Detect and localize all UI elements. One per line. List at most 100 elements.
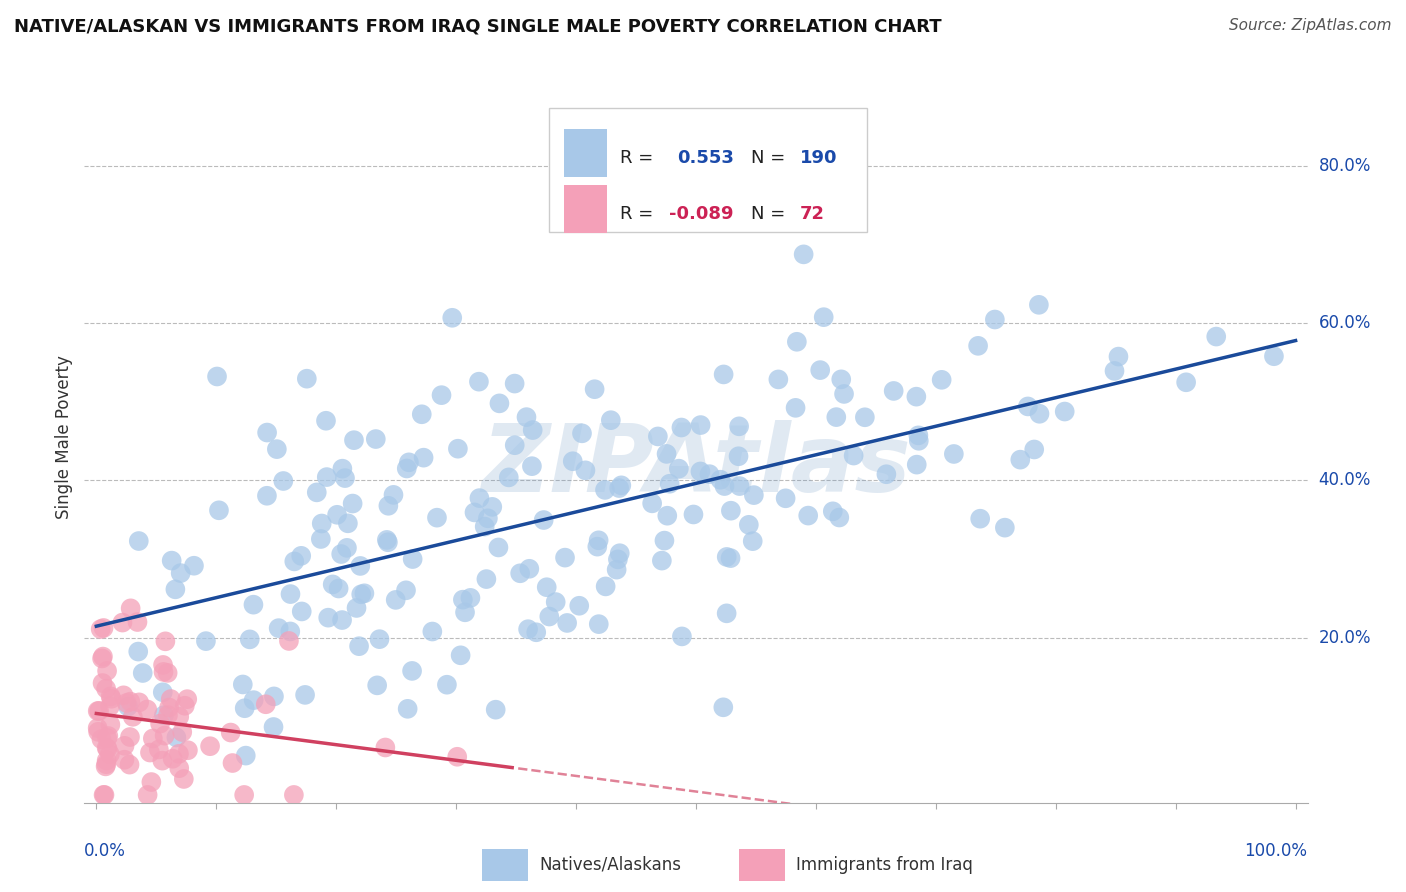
Point: [610, 478, 633, 492]
Point: [520, 459, 543, 474]
Point: [503, 376, 526, 391]
Point: [127, 644, 149, 658]
Point: [100, 691, 122, 706]
Point: [588, 533, 610, 548]
Point: [353, 586, 375, 600]
Text: 80.0%: 80.0%: [1319, 157, 1371, 175]
Point: [651, 553, 673, 567]
Point: [524, 625, 547, 640]
Point: [173, 698, 195, 713]
Point: [377, 499, 399, 513]
Point: [606, 552, 628, 566]
Point: [118, 730, 141, 744]
Point: [153, 708, 176, 723]
Point: [333, 471, 356, 485]
FancyBboxPatch shape: [564, 129, 606, 177]
Point: [98, 747, 121, 762]
Point: [111, 615, 134, 630]
Point: [593, 483, 616, 497]
Point: [169, 566, 191, 580]
Point: [984, 312, 1007, 326]
Point: [374, 740, 396, 755]
Point: [401, 664, 423, 678]
Point: [120, 601, 142, 615]
Point: [994, 521, 1017, 535]
Point: [155, 634, 177, 648]
Point: [713, 479, 735, 493]
Point: [561, 454, 583, 468]
Point: [738, 517, 761, 532]
Text: R =: R =: [620, 204, 654, 223]
Point: [883, 384, 905, 398]
Point: [412, 450, 434, 465]
Point: [583, 382, 606, 396]
Point: [93, 621, 115, 635]
Point: [426, 510, 449, 524]
Text: 100.0%: 100.0%: [1244, 842, 1308, 860]
Point: [709, 473, 731, 487]
Point: [821, 504, 844, 518]
Point: [167, 747, 190, 761]
Point: [278, 634, 301, 648]
Text: 0.553: 0.553: [678, 149, 734, 167]
Point: [574, 463, 596, 477]
Point: [384, 593, 406, 607]
Point: [183, 558, 205, 573]
Point: [517, 622, 540, 636]
Point: [555, 615, 578, 630]
Text: 72: 72: [800, 204, 825, 223]
Point: [97, 729, 120, 743]
Point: [931, 373, 953, 387]
Point: [832, 387, 855, 401]
Point: [290, 549, 312, 563]
Point: [720, 504, 742, 518]
Point: [522, 423, 544, 437]
Text: N =: N =: [751, 204, 786, 223]
Point: [671, 420, 693, 434]
Point: [294, 688, 316, 702]
Point: [488, 541, 510, 555]
Point: [98, 699, 121, 714]
Point: [311, 516, 333, 531]
Point: [658, 476, 681, 491]
Point: [382, 488, 405, 502]
Point: [87, 724, 110, 739]
Point: [396, 702, 419, 716]
Point: [657, 508, 679, 523]
Point: [689, 465, 711, 479]
Point: [100, 690, 122, 704]
Point: [266, 442, 288, 457]
Point: [907, 428, 929, 442]
Point: [136, 702, 159, 716]
Point: [219, 725, 242, 739]
Point: [156, 665, 179, 680]
Point: [242, 693, 264, 707]
Point: [141, 775, 163, 789]
Point: [114, 739, 136, 753]
Point: [172, 725, 194, 739]
Point: [468, 375, 491, 389]
Point: [1024, 442, 1046, 457]
Point: [97, 741, 120, 756]
Point: [205, 369, 228, 384]
Point: [152, 657, 174, 672]
Point: [273, 474, 295, 488]
FancyBboxPatch shape: [564, 186, 606, 233]
Point: [315, 470, 337, 484]
Point: [278, 624, 301, 639]
Point: [808, 363, 831, 377]
Point: [153, 729, 176, 743]
Point: [150, 754, 173, 768]
Point: [586, 540, 609, 554]
Point: [797, 508, 820, 523]
Point: [283, 554, 305, 568]
Point: [468, 491, 491, 505]
Point: [136, 788, 159, 802]
Point: [853, 410, 876, 425]
Point: [515, 410, 537, 425]
Point: [315, 414, 337, 428]
Point: [343, 433, 366, 447]
Point: [256, 425, 278, 440]
Point: [364, 432, 387, 446]
Point: [194, 634, 217, 648]
